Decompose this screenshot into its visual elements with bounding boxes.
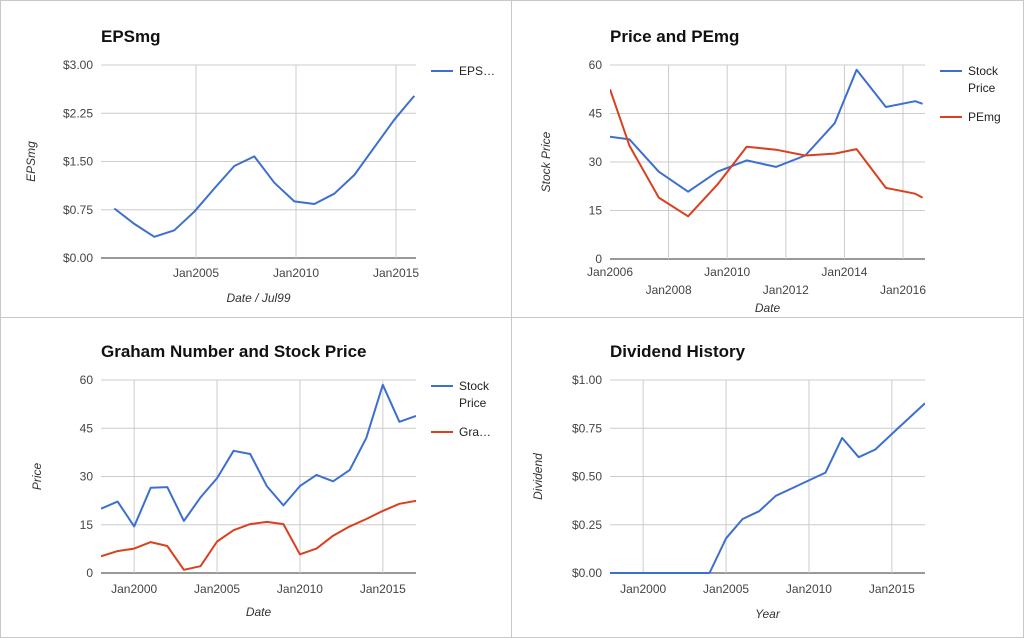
chart-panel-eps: EPSmg $0.00 $0.75 $1.50 $2.25 $3.00 Jan2005 Ja… — [0, 0, 512, 318]
y-axis-title: Stock Price — [539, 131, 553, 192]
x-tick-label: Jan2010 — [273, 266, 319, 280]
series-line-1 — [610, 402, 925, 574]
x-tick-label: Jan2005 — [703, 582, 749, 596]
y-tick-label: 45 — [80, 421, 94, 435]
y-tick-label: $0.00 — [63, 251, 93, 265]
chart-svg-price-pemg: 0 15 30 45 60 Jan2006 Jan2008 Jan2010 Jan2012 Jan… — [539, 58, 1001, 315]
series-line-2 — [610, 88, 924, 218]
legend-label: EPS… — [459, 64, 495, 78]
chart-svg-dividend: $0.00 $0.25 $0.50 $0.75 $1.00 Jan2000 Jan2005 J… — [531, 373, 925, 621]
y-tick-label: $0.75 — [63, 203, 93, 217]
y-tick-label: $0.25 — [572, 518, 602, 532]
y-tick-label: $0.75 — [572, 421, 602, 435]
x-tick-label: Jan2015 — [360, 582, 406, 596]
y-tick-label: 0 — [595, 252, 602, 266]
chart-panel-graham: Graham Number and Stock Price 0 15 30 45 60 J… — [0, 317, 512, 638]
x-tick-label: Jan2010 — [277, 582, 323, 596]
chart-title: Price and PEmg — [610, 27, 740, 46]
y-tick-label: 30 — [80, 470, 94, 484]
y-tick-label: 60 — [80, 373, 94, 387]
y-tick-label: 30 — [589, 155, 603, 169]
x-tick-label: Jan2005 — [194, 582, 240, 596]
legend-label: Price — [968, 81, 996, 95]
chart-svg-eps: $0.00 $0.75 $1.50 $2.25 $3.00 Jan2005 Jan2010 J… — [24, 58, 495, 305]
legend-label: Gra… — [459, 425, 491, 439]
x-tick-label: Jan2016 — [880, 283, 926, 297]
chart-panel-dividend: Dividend History $0.00 $0.25 $0.50 $0.75 $1.… — [511, 317, 1024, 638]
series-line-1 — [101, 383, 416, 528]
chart-title: EPSmg — [101, 27, 161, 46]
y-axis-title: Dividend — [531, 453, 545, 500]
legend-label: Stock — [968, 64, 999, 78]
legend-label: Stock — [459, 379, 490, 393]
x-tick-label: Jan2008 — [646, 283, 692, 297]
x-axis-title: Date / Jul99 — [226, 291, 290, 305]
series-line-2 — [101, 499, 416, 571]
x-axis-title: Date — [246, 605, 272, 619]
series-line-1 — [113, 95, 416, 238]
y-tick-label: $1.50 — [63, 155, 93, 169]
x-tick-label: Jan2010 — [786, 582, 832, 596]
x-tick-label: Jan2006 — [587, 265, 633, 279]
y-tick-label: 60 — [589, 58, 603, 72]
y-tick-label: 15 — [80, 518, 94, 532]
chart-panel-price-pemg: Price and PEmg 0 15 30 45 60 Jan2006 Jan2008 Ja… — [511, 0, 1024, 318]
x-tick-label: Jan2015 — [373, 266, 419, 280]
x-tick-label: Jan2015 — [869, 582, 915, 596]
chart-title: Dividend History — [610, 342, 746, 361]
y-axis-title: EPSmg — [24, 141, 38, 182]
legend-label: PEmg — [968, 110, 1001, 124]
x-axis-title: Year — [755, 607, 781, 621]
y-tick-label: 0 — [86, 566, 93, 580]
chart-title: Graham Number and Stock Price — [101, 342, 367, 361]
chart-svg-graham: 0 15 30 45 60 Jan2000 Jan2005 Jan2010 Jan2015 Dat… — [30, 373, 491, 619]
y-tick-label: $2.25 — [63, 106, 93, 120]
y-tick-label: $0.50 — [572, 470, 602, 484]
y-tick-label: $1.00 — [572, 373, 602, 387]
y-tick-label: $0.00 — [572, 566, 602, 580]
legend-label: Price — [459, 396, 487, 410]
y-tick-label: 15 — [589, 204, 603, 218]
y-tick-label: 45 — [589, 107, 603, 121]
x-tick-label: Jan2010 — [704, 265, 750, 279]
x-tick-label: Jan2012 — [763, 283, 809, 297]
x-tick-label: Jan2000 — [620, 582, 666, 596]
x-axis-title: Date — [755, 301, 781, 315]
x-tick-label: Jan2005 — [173, 266, 219, 280]
y-tick-label: $3.00 — [63, 58, 93, 72]
x-tick-label: Jan2000 — [111, 582, 157, 596]
x-tick-label: Jan2014 — [821, 265, 867, 279]
y-axis-title: Price — [30, 463, 44, 491]
series-line-1 — [610, 68, 923, 193]
